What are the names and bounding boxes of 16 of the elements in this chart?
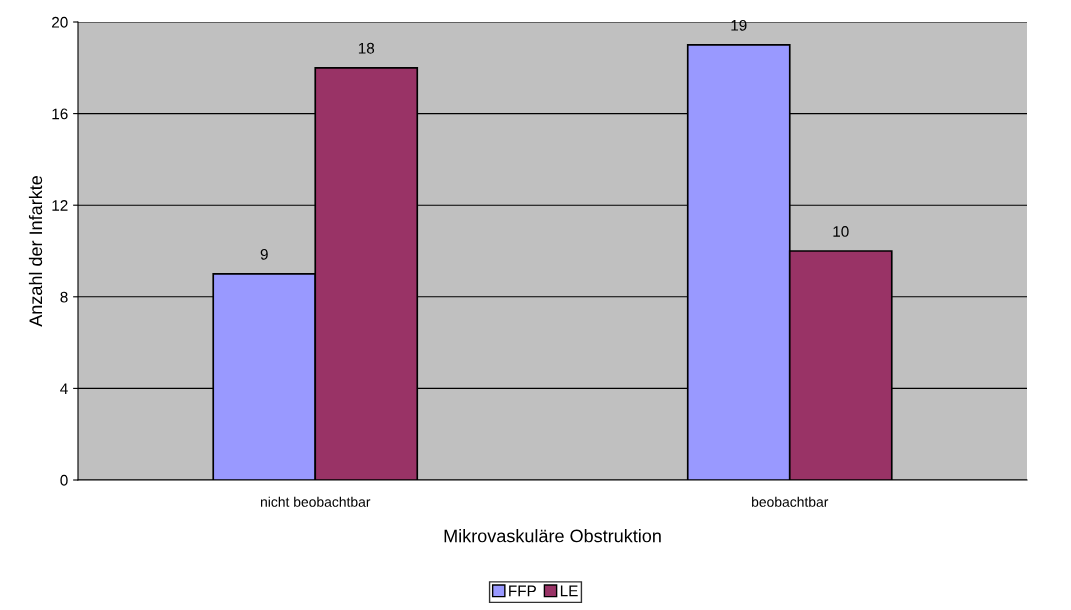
x-tick-label: beobachtbar: [752, 496, 829, 507]
y-tick-label: 20: [52, 16, 68, 28]
y-tick-label: 8: [60, 291, 68, 303]
data-label: 19: [731, 19, 747, 31]
y-tick-label: 16: [52, 108, 68, 120]
data-label: 10: [833, 226, 849, 237]
legend-label: LE: [560, 585, 578, 597]
x-axis-title: Mikrovaskuläre Obstruktion: [444, 529, 661, 543]
y-tick-label: 0: [60, 474, 68, 486]
x-tick-label: nicht beobachtbar: [260, 496, 371, 507]
data-label: 18: [358, 42, 375, 54]
legend-label: FFP: [509, 585, 536, 597]
data-label: 9: [260, 248, 268, 260]
y-tick-label: 12: [52, 200, 68, 211]
y-tick-label: 4: [60, 383, 68, 394]
y-axis-title: Anzahl der Infarkte: [28, 176, 43, 327]
